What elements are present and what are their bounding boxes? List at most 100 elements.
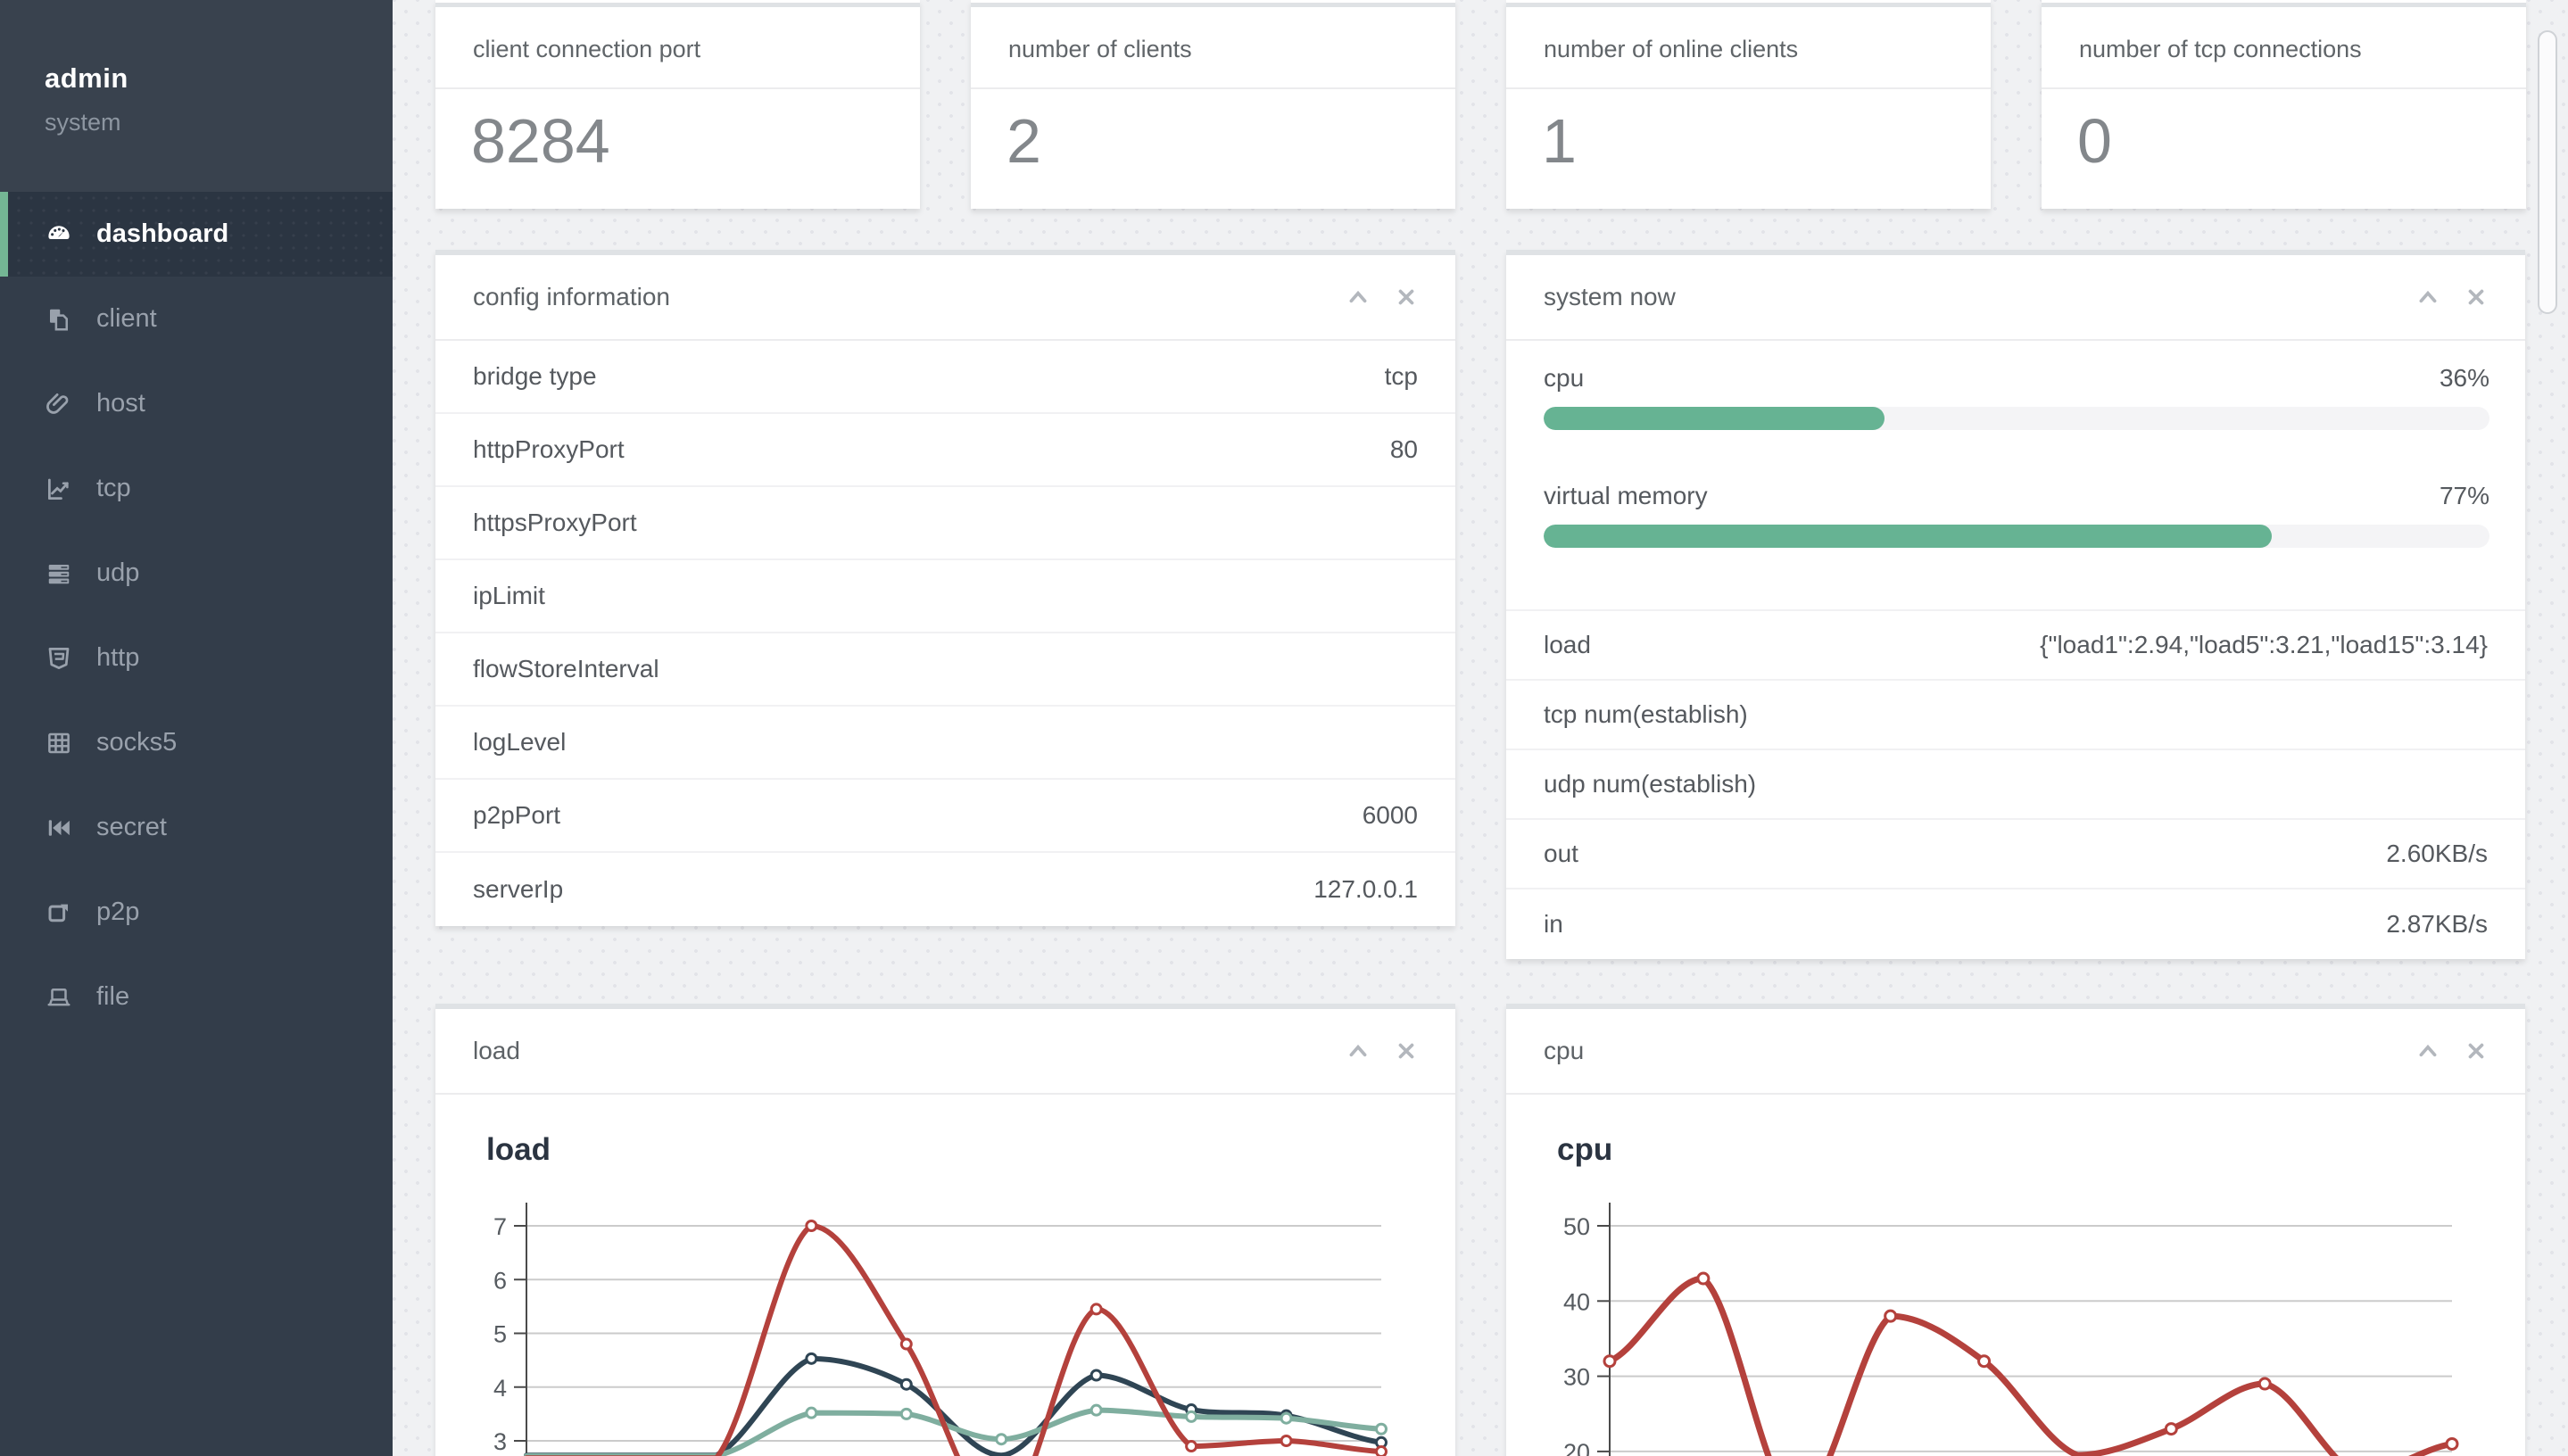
config-key: ipLimit — [473, 582, 545, 609]
panel-header-actions — [2416, 1039, 2488, 1063]
sidebar: admin system dashboard client host — [0, 0, 393, 1456]
sidebar-item-socks5[interactable]: socks5 — [0, 700, 393, 785]
sidebar-item-secret[interactable]: secret — [0, 785, 393, 870]
svg-text:40: 40 — [1563, 1288, 1590, 1315]
paperclip-icon — [45, 390, 73, 418]
rewind-icon — [45, 814, 73, 842]
system-key: out — [1544, 840, 1578, 867]
progress-track — [1544, 525, 2489, 548]
sidebar-menu: dashboard client host tcp — [0, 192, 393, 1039]
card-top-stripe — [435, 3, 920, 7]
sidebar-item-label: http — [96, 643, 140, 672]
virtual-memory-gauge: virtual memory 77% — [1544, 482, 2489, 548]
progress-fill — [1544, 525, 2273, 548]
close-icon[interactable] — [1395, 1039, 1418, 1063]
panel-title: cpu — [1544, 1037, 1585, 1064]
config-row: bridge type tcp — [435, 341, 1455, 414]
close-icon[interactable] — [2464, 285, 2488, 309]
panel-header: load — [435, 1009, 1455, 1095]
panel-header-actions — [1346, 1039, 1418, 1063]
client-icon — [45, 305, 73, 334]
stat-card-label: number of clients — [1008, 36, 1192, 62]
sidebar-item-label: udp — [96, 558, 140, 587]
config-value: 80 — [1389, 435, 1418, 463]
sidebar-item-label: p2p — [96, 898, 140, 926]
stat-card-client-connection-port: client connection port 8284 — [435, 0, 920, 209]
sidebar-item-client[interactable]: client — [0, 277, 393, 361]
sidebar-item-label: file — [96, 982, 130, 1011]
svg-text:30: 30 — [1563, 1364, 1590, 1391]
divider — [435, 87, 920, 89]
stat-card-number-of-online-clients: number of online clients 1 — [1506, 0, 1991, 209]
user-name: admin — [45, 62, 128, 94]
stat-card-value: 0 — [2077, 106, 2112, 176]
sidebar-item-dashboard[interactable]: dashboard — [0, 192, 393, 277]
stat-card-label: number of online clients — [1544, 36, 1799, 62]
sidebar-item-host[interactable]: host — [0, 361, 393, 446]
panel-title: system now — [1544, 283, 1676, 310]
collapse-icon[interactable] — [2416, 285, 2440, 309]
line-chart-icon — [45, 475, 73, 503]
sidebar-item-label: socks5 — [96, 728, 178, 757]
sidebar-item-p2p[interactable]: p2p — [0, 870, 393, 955]
sidebar-item-file[interactable]: file — [0, 955, 393, 1039]
sidebar-user: admin system — [0, 0, 393, 192]
system-row: udp num(establish) — [1506, 750, 2525, 820]
sidebar-item-udp[interactable]: udp — [0, 531, 393, 616]
panel-header: config information — [435, 255, 1455, 341]
card-top-stripe — [971, 3, 1455, 7]
config-row: httpsProxyPort — [435, 487, 1455, 560]
load-line-chart: 7 6 5 4 3 — [493, 1203, 1388, 1456]
svg-text:3: 3 — [493, 1428, 507, 1455]
divider — [971, 87, 1455, 89]
config-row: logLevel — [435, 707, 1455, 780]
system-key: udp num(establish) — [1544, 770, 1757, 798]
collapse-icon[interactable] — [1346, 1039, 1370, 1063]
panel-header-actions — [2416, 285, 2488, 309]
config-key: serverIp — [473, 875, 564, 903]
config-key: p2pPort — [473, 801, 561, 829]
close-icon[interactable] — [1395, 285, 1418, 309]
config-row: p2pPort 6000 — [435, 780, 1455, 853]
svg-text:7: 7 — [493, 1213, 507, 1240]
panel-header: cpu — [1506, 1009, 2525, 1095]
stat-card-number-of-clients: number of clients 2 — [971, 0, 1455, 209]
sidebar-item-label: dashboard — [96, 219, 229, 248]
stat-card-value: 1 — [1542, 106, 1577, 176]
user-role: system — [45, 109, 121, 136]
svg-text:20: 20 — [1563, 1439, 1590, 1456]
sidebar-item-label: host — [96, 389, 145, 418]
system-row: tcp num(establish) — [1506, 681, 2525, 750]
stat-card-number-of-tcp-connections: number of tcp connections 0 — [2042, 0, 2526, 209]
html5-icon — [45, 644, 73, 673]
config-key: bridge type — [473, 362, 597, 390]
config-key: logLevel — [473, 728, 567, 756]
stat-card-label: number of tcp connections — [2079, 36, 2362, 62]
sidebar-item-tcp[interactable]: tcp — [0, 446, 393, 531]
svg-text:5: 5 — [493, 1321, 507, 1348]
gauge-label: virtual memory — [1544, 482, 1708, 509]
progress-fill — [1544, 407, 1885, 430]
stat-card-label: client connection port — [473, 36, 701, 62]
chart-title: load — [486, 1132, 551, 1167]
collapse-icon[interactable] — [1346, 285, 1370, 309]
panel-header: system now — [1506, 255, 2525, 341]
progress-track — [1544, 407, 2489, 430]
system-row: load {"load1":2.94,"load5":3.21,"load15":… — [1506, 611, 2525, 681]
stat-card-value: 8284 — [471, 106, 610, 176]
system-now-panel: system now cpu 36% virtual memory 77% — [1506, 250, 2525, 959]
config-value: tcp — [1384, 362, 1418, 390]
card-top-stripe — [1506, 3, 1991, 7]
close-icon[interactable] — [2464, 1039, 2488, 1063]
config-row: flowStoreInterval — [435, 633, 1455, 707]
config-value: 6000 — [1362, 801, 1418, 829]
system-key: load — [1544, 631, 1591, 658]
sidebar-item-label: tcp — [96, 474, 131, 502]
collapse-icon[interactable] — [2416, 1039, 2440, 1063]
server-icon — [45, 559, 73, 588]
load-chart-panel: load load — [435, 1004, 1455, 1456]
vertical-scrollbar-thumb[interactable] — [2538, 30, 2557, 314]
sidebar-item-http[interactable]: http — [0, 616, 393, 700]
config-row: httpProxyPort 80 — [435, 414, 1455, 487]
